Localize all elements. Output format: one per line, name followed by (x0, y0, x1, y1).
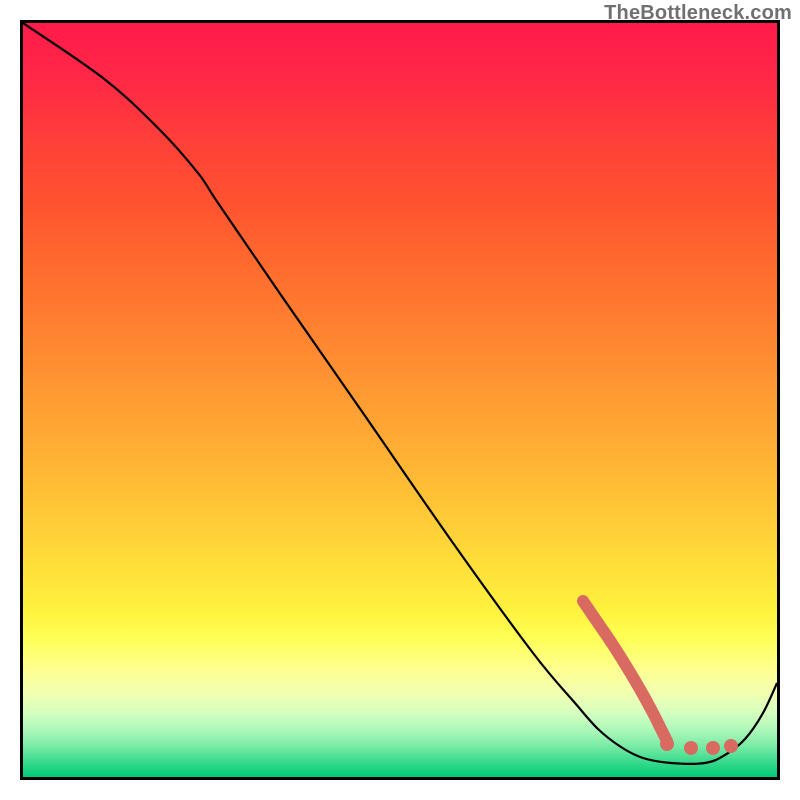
highlight-dots (660, 737, 738, 755)
highlight-dot (724, 739, 738, 753)
plot-area (20, 20, 780, 780)
highlight-segment (583, 601, 667, 741)
chart-overlay (23, 23, 777, 777)
bottleneck-curve (23, 23, 777, 764)
highlight-dot (684, 741, 698, 755)
watermark-text: TheBottleneck.com (604, 2, 792, 25)
highlight-dot (660, 737, 674, 751)
canvas-root: TheBottleneck.com (0, 0, 800, 800)
highlight-dot (706, 741, 720, 755)
